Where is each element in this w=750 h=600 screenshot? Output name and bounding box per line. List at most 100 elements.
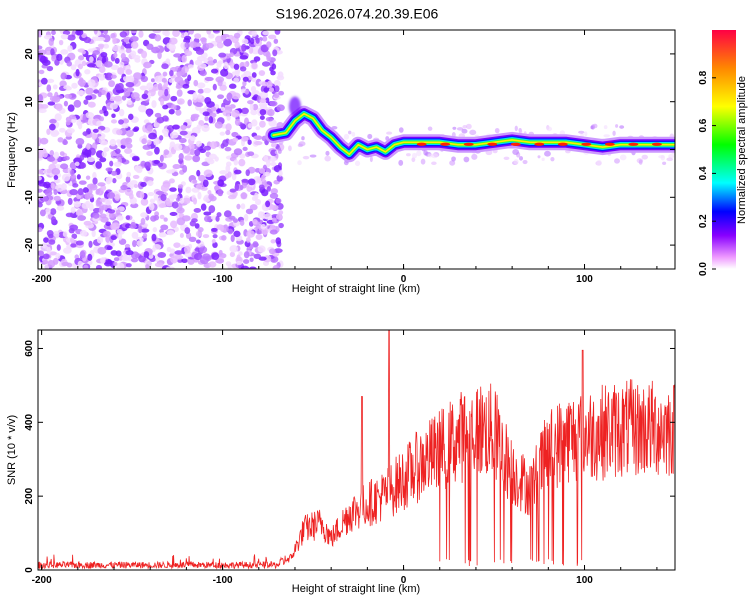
spectrogram-noise-speck — [53, 175, 59, 181]
spectrogram-noise-speck — [153, 138, 160, 146]
spectrogram-noise-speck — [228, 83, 237, 89]
spectrogram-noise-speck — [193, 208, 202, 213]
spectrogram-noise-speck — [58, 39, 64, 46]
spectrogram-noise-speck — [203, 57, 209, 65]
spectrogram-noise-speck — [229, 245, 239, 253]
spectrogram-xtick-label: 0 — [401, 274, 407, 285]
spectrogram-noise-speck — [242, 80, 247, 87]
spectrogram-noise-speck — [208, 193, 215, 201]
spectrogram-noise-speck — [541, 157, 545, 162]
spectrogram-noise-speck — [270, 239, 276, 244]
spectrogram-noise-speck — [49, 150, 55, 157]
spectrogram-noise-speck — [114, 194, 121, 202]
spectrogram-noise-speck — [42, 196, 49, 202]
spectrogram-noise-speck — [170, 220, 178, 229]
spectrogram-noise-speck — [153, 193, 159, 201]
spectrogram-noise-speck — [43, 237, 49, 243]
spectrogram-noise-speck — [114, 85, 122, 91]
spectrogram-noise-speck — [152, 244, 162, 250]
spectrogram-noise-speck — [469, 129, 477, 136]
spectrogram-noise-speck — [91, 229, 96, 238]
spectrogram-noise-speck — [217, 94, 225, 100]
spectrogram-noise-speck — [69, 224, 79, 231]
spectrogram-noise-speck — [249, 103, 254, 112]
spectrogram-noise-speck — [277, 147, 282, 151]
spectrogram-noise-speck — [503, 156, 510, 160]
spectrogram-noise-speck — [53, 195, 61, 202]
spectrogram-noise-speck — [231, 92, 241, 100]
spectrogram-noise-speck — [261, 61, 271, 67]
spectrogram-noise-speck — [187, 99, 192, 107]
spectrogram-noise-speck — [194, 148, 201, 157]
spectrogram-noise-speck — [194, 33, 202, 39]
spectrogram-noise-speck — [247, 100, 254, 105]
spectrogram-noise-speck — [265, 200, 271, 208]
spectrogram-noise-speck — [251, 72, 257, 78]
spectrogram-noise-speck — [240, 192, 248, 200]
spectrogram-noise-speck — [203, 169, 213, 178]
spectrogram-noise-speck — [324, 155, 331, 162]
spectrogram-noise-speck — [46, 168, 52, 174]
spectrogram-noise-speck — [79, 154, 85, 161]
spectrogram-noise-speck — [239, 66, 247, 72]
spectrogram-noise-speck — [172, 124, 180, 130]
spectrogram-noise-speck — [199, 256, 209, 265]
spectrogram-noise-speck — [276, 104, 285, 112]
spectrogram-noise-speck — [173, 242, 181, 249]
spectrogram-noise-speck — [51, 96, 61, 103]
spectrogram-noise-speck — [99, 213, 107, 219]
spectrogram-noise-speck — [92, 177, 98, 185]
spectrogram-noise-speck — [168, 78, 175, 83]
spectrogram-noise-speck — [71, 82, 78, 89]
spectrogram-noise-speck — [122, 118, 130, 124]
spectrogram-noise-speck — [258, 70, 266, 76]
spectrogram-noise-speck — [272, 157, 278, 161]
spectrogram-noise-speck — [471, 153, 478, 160]
spectrogram-noise-speck — [152, 30, 162, 34]
spectrogram-noise-speck — [139, 191, 145, 199]
spectrogram-ridge-peak — [534, 142, 545, 146]
spectrogram-noise-speck — [184, 155, 193, 161]
spectrogram-noise-speck — [398, 127, 404, 133]
spectrogram-noise-speck — [257, 245, 266, 253]
spectrogram-noise-speck — [240, 265, 250, 269]
spectrogram-noise-speck — [70, 64, 77, 71]
spectrogram-noise-speck — [103, 110, 109, 117]
spectrogram-noise-speck — [253, 135, 263, 140]
spectrogram-noise-speck — [48, 239, 56, 245]
spectrogram-noise-speck — [133, 126, 140, 132]
spectrogram-noise-speck — [301, 136, 305, 141]
spectrogram-noise-speck — [199, 63, 207, 69]
spectrogram-noise-speck — [234, 41, 240, 49]
spectrogram-noise-speck — [351, 131, 356, 137]
spectrogram-noise-speck — [449, 160, 456, 166]
spectrogram-noise-speck — [195, 48, 205, 55]
spectrogram-noise-speck — [188, 236, 197, 243]
spectrogram-noise-speck — [354, 160, 361, 167]
spectrogram-noise-speck — [249, 257, 254, 263]
spectrogram-noise-speck — [172, 164, 181, 170]
colorbar: 0.0 0.2 0.4 0.6 0.8 Normalized spectral ampl… — [698, 30, 748, 276]
spectrogram-noise-speck — [245, 208, 254, 215]
spectrogram-ylabel: Frequency (Hz) — [6, 112, 18, 188]
snr-ylabel: SNR (10 * v/v) — [6, 415, 18, 485]
spectrogram-noise-speck — [53, 151, 60, 160]
spectrogram-noise-speck — [264, 213, 273, 220]
spectrogram-noise-speck — [104, 72, 113, 81]
spectrogram-noise-speck — [244, 89, 249, 95]
spectrogram-noise-speck — [253, 141, 263, 146]
spectrogram-noise-speck — [253, 56, 261, 62]
spectrogram-noise-speck — [227, 228, 234, 235]
spectrogram-noise-speck — [112, 37, 117, 45]
spectrogram-noise-speck — [452, 126, 457, 130]
spectrogram-noise-speck — [118, 108, 125, 117]
spectrogram-noise-speck — [268, 248, 276, 255]
spectrogram-noise-speck — [242, 76, 249, 82]
spectrogram-noise-speck — [192, 92, 198, 100]
spectrogram-noise-speck — [85, 175, 91, 180]
spectrogram-ridge-peak — [557, 142, 568, 146]
spectrogram-noise-speck — [239, 153, 246, 159]
spectrogram-noise-speck — [219, 131, 226, 136]
spectrogram-noise-speck — [247, 178, 256, 186]
spectrogram-noise-speck — [63, 155, 70, 161]
